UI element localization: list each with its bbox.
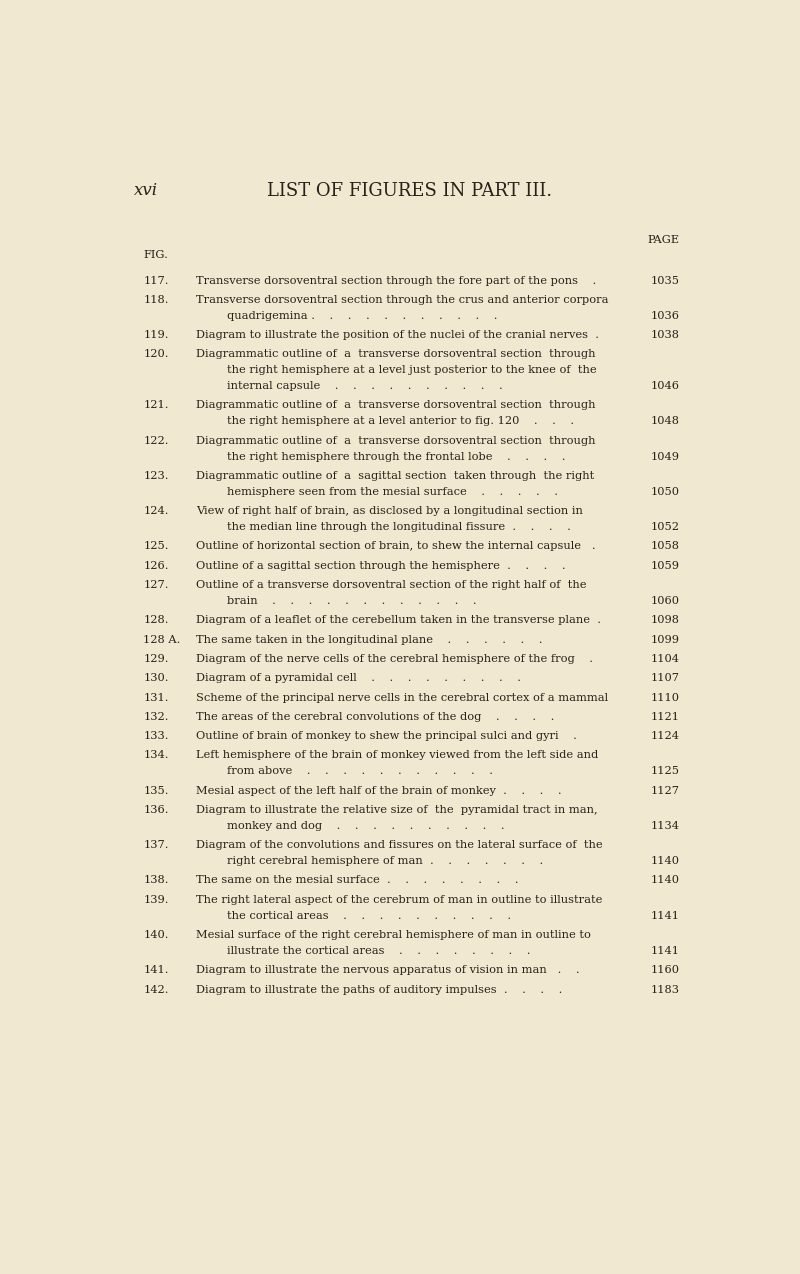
Text: 1035: 1035 xyxy=(650,275,680,285)
Text: 1141: 1141 xyxy=(650,945,680,956)
Text: 1046: 1046 xyxy=(650,381,680,391)
Text: 128 A.: 128 A. xyxy=(143,634,181,645)
Text: 1048: 1048 xyxy=(650,417,680,427)
Text: 1052: 1052 xyxy=(650,522,680,533)
Text: 121.: 121. xyxy=(143,400,169,410)
Text: Diagrammatic outline of  a  sagittal section  taken through  the right: Diagrammatic outline of a sagittal secti… xyxy=(196,471,594,480)
Text: Diagrammatic outline of  a  transverse dorsoventral section  through: Diagrammatic outline of a transverse dor… xyxy=(196,436,595,446)
Text: Outline of brain of monkey to shew the principal sulci and gyri    .: Outline of brain of monkey to shew the p… xyxy=(196,731,577,741)
Text: The same taken in the longitudinal plane    .    .    .    .    .    .: The same taken in the longitudinal plane… xyxy=(196,634,542,645)
Text: 137.: 137. xyxy=(143,841,169,850)
Text: 1160: 1160 xyxy=(650,966,680,975)
Text: PAGE: PAGE xyxy=(648,236,680,246)
Text: 1059: 1059 xyxy=(650,561,680,571)
Text: 1134: 1134 xyxy=(650,820,680,831)
Text: Diagram to illustrate the paths of auditory impulses  .    .    .    .: Diagram to illustrate the paths of audit… xyxy=(196,985,562,995)
Text: 125.: 125. xyxy=(143,541,169,552)
Text: 130.: 130. xyxy=(143,673,169,683)
Text: LIST OF FIGURES IN PART III.: LIST OF FIGURES IN PART III. xyxy=(267,182,553,200)
Text: 1099: 1099 xyxy=(650,634,680,645)
Text: 139.: 139. xyxy=(143,894,169,905)
Text: 118.: 118. xyxy=(143,294,169,304)
Text: Outline of a sagittal section through the hemisphere  .    .    .    .: Outline of a sagittal section through th… xyxy=(196,561,566,571)
Text: Diagram to illustrate the relative size of  the  pyramidal tract in man,: Diagram to illustrate the relative size … xyxy=(196,805,598,815)
Text: Diagrammatic outline of  a  transverse dorsoventral section  through: Diagrammatic outline of a transverse dor… xyxy=(196,349,595,359)
Text: 1098: 1098 xyxy=(650,615,680,626)
Text: The areas of the cerebral convolutions of the dog    .    .    .    .: The areas of the cerebral convolutions o… xyxy=(196,712,554,722)
Text: 1050: 1050 xyxy=(650,487,680,497)
Text: monkey and dog    .    .    .    .    .    .    .    .    .    .: monkey and dog . . . . . . . . . . xyxy=(227,820,505,831)
Text: 1110: 1110 xyxy=(650,693,680,702)
Text: Diagrammatic outline of  a  transverse dorsoventral section  through: Diagrammatic outline of a transverse dor… xyxy=(196,400,595,410)
Text: 120.: 120. xyxy=(143,349,169,359)
Text: 141.: 141. xyxy=(143,966,169,975)
Text: 133.: 133. xyxy=(143,731,169,741)
Text: illustrate the cortical areas    .    .    .    .    .    .    .    .: illustrate the cortical areas . . . . . … xyxy=(227,945,530,956)
Text: Diagram of the nerve cells of the cerebral hemisphere of the frog    .: Diagram of the nerve cells of the cerebr… xyxy=(196,654,593,664)
Text: 1124: 1124 xyxy=(650,731,680,741)
Text: 1036: 1036 xyxy=(650,311,680,321)
Text: 140.: 140. xyxy=(143,930,169,940)
Text: the median line through the longitudinal fissure  .    .    .    .: the median line through the longitudinal… xyxy=(227,522,571,533)
Text: brain    .    .    .    .    .    .    .    .    .    .    .    .: brain . . . . . . . . . . . . xyxy=(227,596,477,606)
Text: the right hemisphere through the frontal lobe    .    .    .    .: the right hemisphere through the frontal… xyxy=(227,451,566,461)
Text: 138.: 138. xyxy=(143,875,169,885)
Text: Scheme of the principal nerve cells in the cerebral cortex of a mammal: Scheme of the principal nerve cells in t… xyxy=(196,693,608,702)
Text: 132.: 132. xyxy=(143,712,169,722)
Text: Outline of a transverse dorsoventral section of the right half of  the: Outline of a transverse dorsoventral sec… xyxy=(196,580,586,590)
Text: 1141: 1141 xyxy=(650,911,680,921)
Text: 129.: 129. xyxy=(143,654,169,664)
Text: Left hemisphere of the brain of monkey viewed from the left side and: Left hemisphere of the brain of monkey v… xyxy=(196,750,598,761)
Text: The same on the mesial surface  .    .    .    .    .    .    .    .: The same on the mesial surface . . . . .… xyxy=(196,875,518,885)
Text: 142.: 142. xyxy=(143,985,169,995)
Text: Diagram of the convolutions and fissures on the lateral surface of  the: Diagram of the convolutions and fissures… xyxy=(196,841,602,850)
Text: the right hemisphere at a level just posterior to the knee of  the: the right hemisphere at a level just pos… xyxy=(227,366,597,376)
Text: 1058: 1058 xyxy=(650,541,680,552)
Text: 1049: 1049 xyxy=(650,451,680,461)
Text: 128.: 128. xyxy=(143,615,169,626)
Text: hemisphere seen from the mesial surface    .    .    .    .    .: hemisphere seen from the mesial surface … xyxy=(227,487,558,497)
Text: 136.: 136. xyxy=(143,805,169,815)
Text: 1038: 1038 xyxy=(650,330,680,340)
Text: 134.: 134. xyxy=(143,750,169,761)
Text: 1107: 1107 xyxy=(650,673,680,683)
Text: right cerebral hemisphere of man  .    .    .    .    .    .    .: right cerebral hemisphere of man . . . .… xyxy=(227,856,543,866)
Text: 1140: 1140 xyxy=(650,875,680,885)
Text: Diagram to illustrate the position of the nuclei of the cranial nerves  .: Diagram to illustrate the position of th… xyxy=(196,330,599,340)
Text: internal capsule    .    .    .    .    .    .    .    .    .    .: internal capsule . . . . . . . . . . xyxy=(227,381,503,391)
Text: Diagram of a pyramidal cell    .    .    .    .    .    .    .    .    .: Diagram of a pyramidal cell . . . . . . … xyxy=(196,673,521,683)
Text: 124.: 124. xyxy=(143,506,169,516)
Text: 1140: 1140 xyxy=(650,856,680,866)
Text: 135.: 135. xyxy=(143,786,169,796)
Text: 1127: 1127 xyxy=(650,786,680,796)
Text: 131.: 131. xyxy=(143,693,169,702)
Text: 1121: 1121 xyxy=(650,712,680,722)
Text: Transverse dorsoventral section through the fore part of the pons    .: Transverse dorsoventral section through … xyxy=(196,275,596,285)
Text: Diagram to illustrate the nervous apparatus of vision in man   .    .: Diagram to illustrate the nervous appara… xyxy=(196,966,580,975)
Text: FIG.: FIG. xyxy=(143,250,168,260)
Text: Outline of horizontal section of brain, to shew the internal capsule   .: Outline of horizontal section of brain, … xyxy=(196,541,596,552)
Text: the cortical areas    .    .    .    .    .    .    .    .    .    .: the cortical areas . . . . . . . . . . xyxy=(227,911,511,921)
Text: Transverse dorsoventral section through the crus and anterior corpora: Transverse dorsoventral section through … xyxy=(196,294,609,304)
Text: 127.: 127. xyxy=(143,580,169,590)
Text: quadrigemina .    .    .    .    .    .    .    .    .    .    .: quadrigemina . . . . . . . . . . . xyxy=(227,311,498,321)
Text: 123.: 123. xyxy=(143,471,169,480)
Text: 126.: 126. xyxy=(143,561,169,571)
Text: 122.: 122. xyxy=(143,436,169,446)
Text: 1060: 1060 xyxy=(650,596,680,606)
Text: Mesial aspect of the left half of the brain of monkey  .    .    .    .: Mesial aspect of the left half of the br… xyxy=(196,786,562,796)
Text: The right lateral aspect of the cerebrum of man in outline to illustrate: The right lateral aspect of the cerebrum… xyxy=(196,894,602,905)
Text: the right hemisphere at a level anterior to fig. 120    .    .    .: the right hemisphere at a level anterior… xyxy=(227,417,574,427)
Text: Diagram of a leaflet of the cerebellum taken in the transverse plane  .: Diagram of a leaflet of the cerebellum t… xyxy=(196,615,601,626)
Text: from above    .    .    .    .    .    .    .    .    .    .    .: from above . . . . . . . . . . . xyxy=(227,767,493,776)
Text: View of right half of brain, as disclosed by a longitudinal section in: View of right half of brain, as disclose… xyxy=(196,506,583,516)
Text: xvi: xvi xyxy=(134,182,158,199)
Text: 1183: 1183 xyxy=(650,985,680,995)
Text: 1104: 1104 xyxy=(650,654,680,664)
Text: 117.: 117. xyxy=(143,275,169,285)
Text: Mesial surface of the right cerebral hemisphere of man in outline to: Mesial surface of the right cerebral hem… xyxy=(196,930,591,940)
Text: 119.: 119. xyxy=(143,330,169,340)
Text: 1125: 1125 xyxy=(650,767,680,776)
